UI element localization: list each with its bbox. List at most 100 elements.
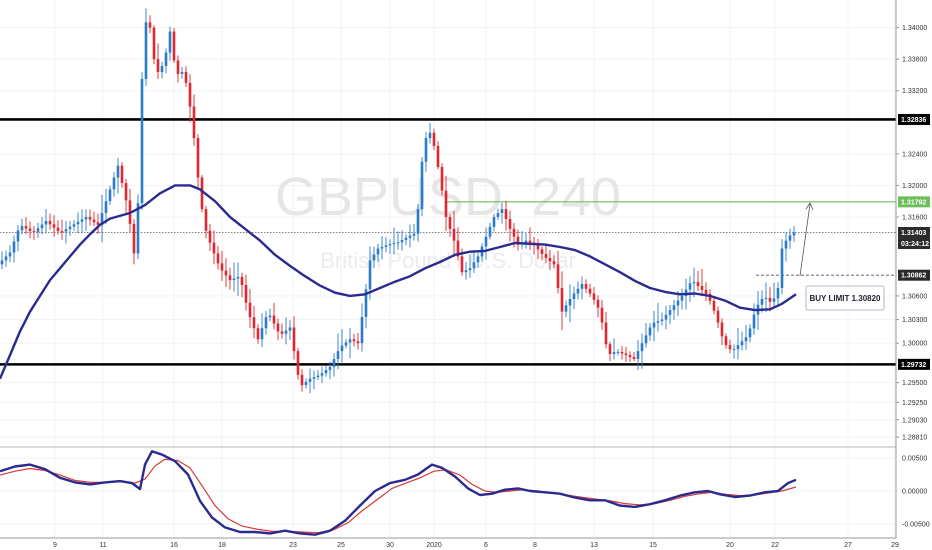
candle-body bbox=[412, 233, 416, 236]
candle-body bbox=[712, 300, 716, 311]
price-axis[interactable]: 1.34000 1.33600 1.33200 1.32400 1.32000 1.316… bbox=[896, 25, 927, 442]
time-axis[interactable]: 9 11 16 18 23 25 30 2020 6 8 13 15 20 22 27 29 bbox=[53, 542, 899, 549]
candle-body bbox=[68, 226, 72, 230]
watermark-description: British Pound / U.S. Dollar bbox=[320, 248, 576, 273]
price-tag-text: 1.31403 bbox=[901, 230, 926, 237]
candle-body bbox=[332, 358, 336, 367]
price-tag bbox=[898, 196, 930, 208]
candle-body bbox=[24, 226, 28, 229]
candle-body bbox=[544, 254, 548, 259]
candle-body bbox=[436, 145, 440, 168]
price-tag-text: 1.31792 bbox=[901, 199, 926, 206]
x-tick-label: 16 bbox=[170, 542, 178, 549]
candle-body bbox=[500, 209, 504, 214]
candle-body bbox=[4, 256, 8, 261]
countdown-text: 03:24:12 bbox=[901, 241, 929, 248]
candle-body bbox=[784, 240, 788, 249]
candle-body bbox=[196, 138, 200, 178]
candle-body bbox=[188, 82, 192, 107]
candle-body bbox=[484, 236, 488, 247]
candle-body bbox=[572, 293, 576, 300]
candle-body bbox=[328, 366, 332, 371]
candle-body bbox=[172, 31, 176, 61]
candle-body bbox=[356, 341, 360, 344]
candle-body bbox=[200, 177, 204, 210]
y-tick-label: 1.33200 bbox=[902, 88, 927, 95]
watermark-symbol-text: GBPUSD bbox=[275, 167, 503, 227]
candle-body bbox=[688, 283, 692, 290]
price-level-lines bbox=[0, 118, 896, 366]
candle-body bbox=[396, 242, 400, 244]
candle-body bbox=[528, 240, 532, 243]
candle-body bbox=[668, 310, 672, 315]
y-tick-label: 1.32000 bbox=[902, 183, 927, 190]
macd-tick-label: -0.00500 bbox=[902, 522, 930, 529]
annotation-text: BUY LIMIT 1.30820 bbox=[810, 294, 882, 303]
candle-body bbox=[628, 355, 632, 358]
candle-body bbox=[452, 228, 456, 241]
candle-body bbox=[404, 237, 408, 241]
candle-body bbox=[752, 314, 756, 329]
candle-body bbox=[444, 190, 448, 217]
candle-body bbox=[424, 138, 428, 162]
candle-body bbox=[468, 268, 472, 271]
candle-body bbox=[372, 254, 376, 261]
candle-body bbox=[720, 322, 724, 337]
candle-body bbox=[136, 203, 140, 254]
x-tick-label: 25 bbox=[337, 542, 345, 549]
candle-body bbox=[244, 285, 248, 303]
candle-body bbox=[288, 327, 292, 331]
macd-line bbox=[0, 450, 797, 536]
candle-body bbox=[80, 219, 84, 222]
candle-body bbox=[176, 60, 180, 74]
candle-body bbox=[340, 345, 344, 352]
candle-body bbox=[716, 310, 720, 323]
candle-body bbox=[180, 71, 184, 74]
candle-body bbox=[744, 337, 748, 342]
candle-body bbox=[32, 230, 36, 232]
candle-body bbox=[432, 132, 436, 146]
candle-body bbox=[84, 216, 88, 220]
candle-body bbox=[300, 374, 304, 386]
candle-body bbox=[156, 59, 160, 72]
candle-body bbox=[736, 345, 740, 350]
candle-body bbox=[76, 221, 80, 225]
candle-body bbox=[704, 289, 708, 294]
y-tick-label: 1.31600 bbox=[902, 214, 927, 221]
candle-body bbox=[492, 216, 496, 227]
candle-body bbox=[608, 344, 612, 355]
annotation-box bbox=[805, 285, 885, 311]
candle-body bbox=[348, 339, 352, 343]
candle-body bbox=[88, 216, 92, 220]
candle-body bbox=[236, 276, 240, 279]
candle-body bbox=[652, 322, 656, 328]
x-tick-label: 15 bbox=[649, 542, 657, 549]
candle-body bbox=[392, 243, 396, 245]
candle-body bbox=[420, 161, 424, 210]
candle-body bbox=[504, 209, 508, 219]
candle-body bbox=[368, 260, 372, 290]
macd-tick-label: 0.00000 bbox=[902, 489, 927, 496]
candle-body bbox=[516, 236, 520, 245]
candle-body bbox=[316, 375, 320, 378]
candle-body bbox=[16, 230, 20, 242]
candle-body bbox=[220, 263, 224, 271]
candle-body bbox=[104, 201, 108, 214]
candle-body bbox=[496, 213, 500, 217]
y-tick-label: 1.33600 bbox=[902, 57, 927, 64]
candle-body bbox=[240, 276, 244, 286]
candle-body bbox=[60, 231, 64, 233]
candle-body bbox=[576, 288, 580, 294]
candle-body bbox=[456, 240, 460, 257]
candle-body bbox=[640, 343, 644, 352]
candle-body bbox=[268, 315, 272, 318]
macd-axis[interactable]: 0.00500 0.00000 -0.00500 bbox=[902, 455, 930, 528]
y-tick-label: 1.28810 bbox=[902, 435, 927, 442]
candle-body bbox=[540, 249, 544, 255]
candle-body bbox=[44, 220, 48, 225]
candle-body bbox=[692, 282, 696, 284]
x-tick-label: 2020 bbox=[426, 542, 442, 549]
buy-limit-annotation[interactable]: BUY LIMIT 1.30820 bbox=[799, 202, 885, 311]
candle-body bbox=[212, 242, 216, 254]
